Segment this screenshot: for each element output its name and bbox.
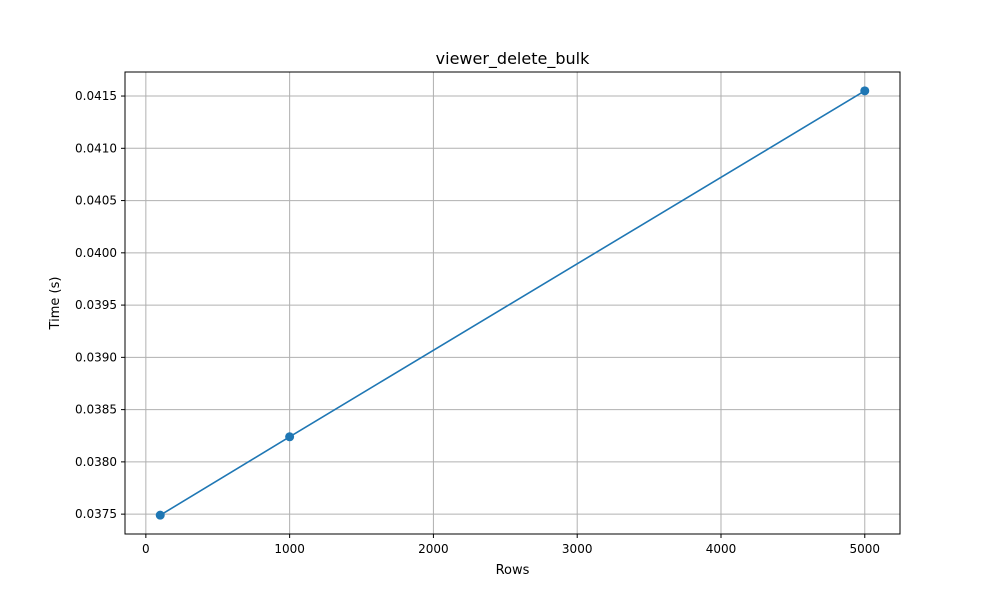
y-tick-label: 0.0380 — [75, 455, 117, 469]
plot-frame — [124, 71, 901, 535]
x-tick-label: 0 — [142, 542, 150, 556]
x-tick-label: 2000 — [418, 542, 449, 556]
y-tick-label: 0.0395 — [75, 298, 117, 312]
x-tick-label: 5000 — [849, 542, 880, 556]
chart-title: viewer_delete_bulk — [436, 49, 590, 69]
y-tick-label: 0.0410 — [75, 141, 117, 155]
x-tick-label: 3000 — [562, 542, 593, 556]
data-point — [155, 510, 165, 520]
y-axis-label: Time (s) — [48, 277, 63, 331]
x-tick-label: 4000 — [706, 542, 737, 556]
x-axis: 0 1000 2000 3000 4000 5000 — [142, 534, 880, 556]
y-axis: 0.0375 0.0380 0.0385 0.0390 0.0395 0.0400 0.04… — [75, 89, 125, 521]
y-tick-label: 0.0400 — [75, 246, 117, 260]
plot-area — [155, 86, 870, 520]
data-point — [285, 432, 295, 442]
grid — [125, 72, 900, 534]
y-tick-label: 0.0405 — [75, 194, 117, 208]
y-tick-label: 0.0390 — [75, 350, 117, 364]
data-point — [860, 86, 870, 96]
y-tick-label: 0.0415 — [75, 89, 117, 103]
x-axis-label: Rows — [496, 563, 530, 578]
y-tick-label: 0.0385 — [75, 403, 117, 417]
y-tick-label: 0.0375 — [75, 507, 117, 521]
x-tick-label: 1000 — [274, 542, 305, 556]
